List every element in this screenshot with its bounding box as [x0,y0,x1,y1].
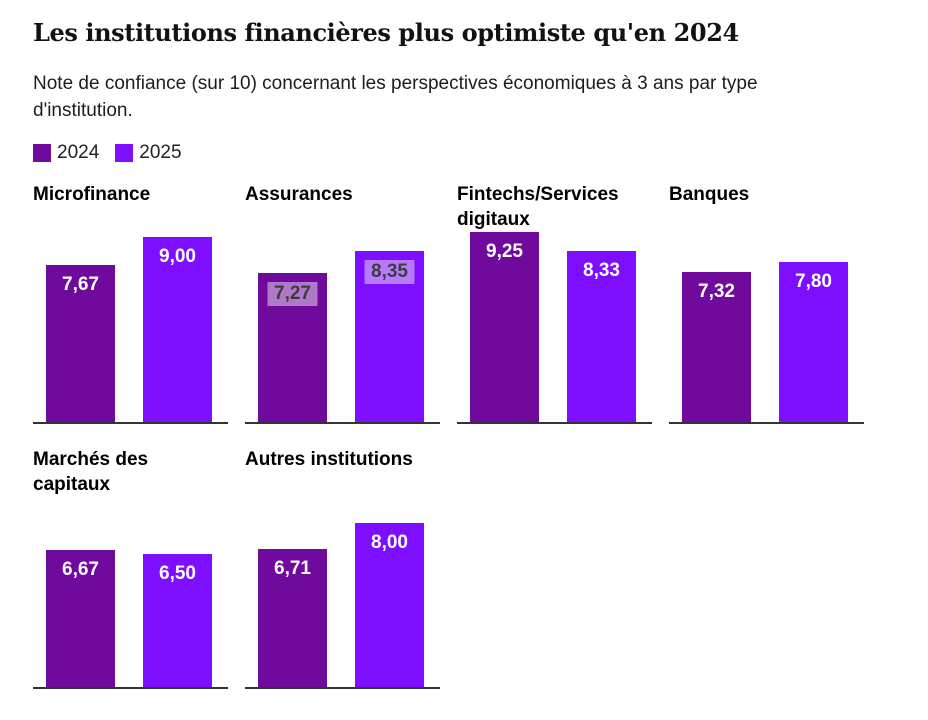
bar-2024: 7,32 [682,272,751,422]
panel-title: Autres institutions [245,449,413,470]
bar-2024: 9,25 [470,232,539,422]
bar-value-label: 6,50 [159,563,196,584]
plot-area: 6,71 8,00 [245,482,440,687]
legend-swatch-2025 [115,144,134,162]
bar-2024: 6,67 [46,550,115,687]
bar-value-label: 8,35 [364,260,415,284]
plot-area: 7,67 9,00 [33,217,228,422]
chart-container: Les institutions financières plus optimi… [33,18,928,689]
plot-area: 7,32 7,80 [669,217,864,422]
legend-label-2025: 2025 [139,142,182,163]
chart-panel: Assurances 7,27 8,35 [245,182,440,424]
legend-item-2024: 2024 [33,142,99,164]
bar-value-label: 8,33 [583,260,620,281]
bar-2025: 8,00 [355,523,424,687]
bar-2024: 7,67 [46,265,115,422]
panel-title: Banques [669,184,750,205]
chart-title: Les institutions financières plus optimi… [33,18,739,47]
panel-title: Assurances [245,184,353,205]
bar-2025: 6,50 [143,554,212,687]
x-axis-line [669,422,864,424]
panel-title: Microfinance [33,184,151,205]
bar-2025: 9,00 [143,237,212,422]
chart-panel: Autres institutions 6,71 8,00 [245,447,440,689]
bar-2025: 8,35 [355,251,424,422]
plot-area: 9,25 8,33 [457,217,652,422]
x-axis-line [245,422,440,424]
small-multiples-grid: Microfinance 7,67 9,00 Assurances 7,27 8,35 Fi… [33,182,928,689]
plot-area: 6,67 6,50 [33,482,228,687]
x-axis-line [457,422,652,424]
bar-value-label: 9,00 [159,246,196,267]
plot-area: 7,27 8,35 [245,217,440,422]
legend-item-2025: 2025 [115,142,182,164]
bar-value-label: 8,00 [371,532,408,553]
bar-2024: 6,71 [258,549,327,687]
legend-label-2024: 2024 [57,142,100,163]
legend-swatch-2024 [33,144,51,162]
bar-value-label: 7,27 [267,282,318,306]
bar-value-label: 6,67 [62,559,99,580]
bar-value-label: 7,80 [795,271,832,292]
bar-2024: 7,27 [258,273,327,422]
bar-2025: 8,33 [567,251,636,422]
panel-title: Marchés des capitaux [33,449,149,495]
bar-value-label: 7,67 [62,274,99,295]
x-axis-line [245,687,440,689]
chart-subtitle: Note de confiance (sur 10) concernant le… [33,73,758,121]
panel-title: Fintechs/Services digitaux [457,184,619,230]
x-axis-line [33,422,228,424]
bar-value-label: 7,32 [698,281,735,302]
legend: 2024 2025 [33,142,928,164]
bar-value-label: 9,25 [486,241,523,262]
chart-panel: Banques 7,32 7,80 [669,182,864,424]
x-axis-line [33,687,228,689]
bar-value-label: 6,71 [274,558,311,579]
chart-panel: Microfinance 7,67 9,00 [33,182,228,424]
chart-panel: Fintechs/Services digitaux 9,25 8,33 [457,182,652,424]
chart-panel: Marchés des capitaux 6,67 6,50 [33,447,228,689]
bar-2025: 7,80 [779,262,848,422]
